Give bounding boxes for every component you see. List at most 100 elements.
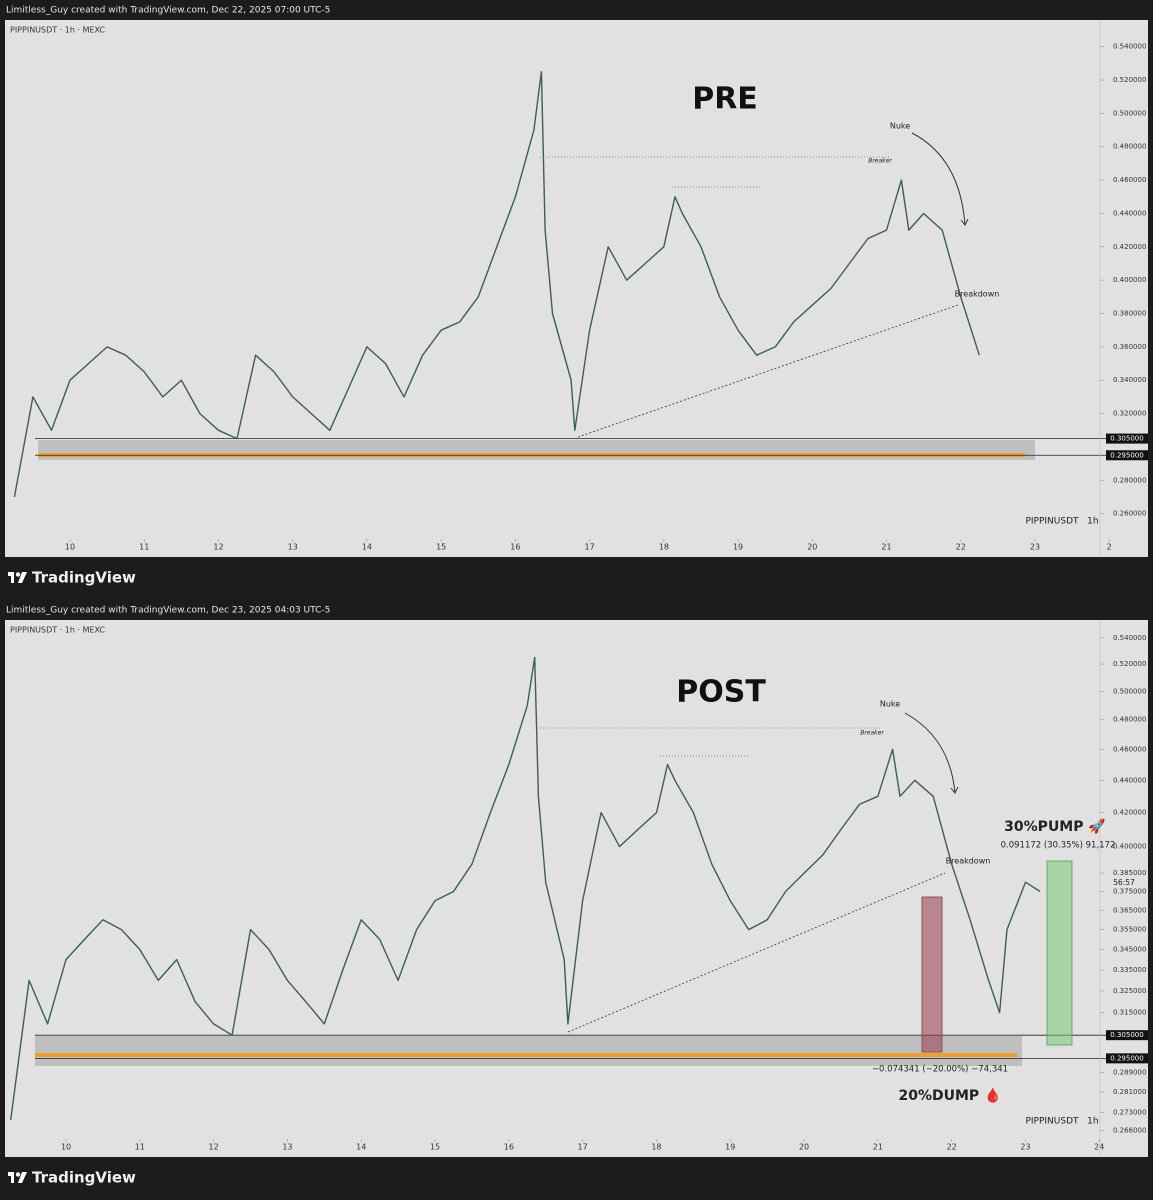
logo-shape: [18, 1172, 27, 1183]
x-tick-label: 19: [725, 1143, 735, 1152]
x-tick-label: 23: [1020, 1143, 1030, 1152]
y-tick-label: 0.380000: [1113, 310, 1146, 318]
y-tick-label: 0.400000: [1113, 276, 1146, 284]
annotation-dump: 20%DUMP 🩸: [899, 1087, 1002, 1104]
x-tick-label: 15: [430, 1143, 440, 1152]
y-tick-label: 0.266000: [1113, 1126, 1146, 1134]
annotation-nuke: Nuke: [890, 122, 910, 131]
y-tick-label: 0.375000: [1113, 887, 1146, 895]
y-tick-label: 0.420000: [1113, 809, 1146, 817]
trend-line: [577, 304, 959, 438]
x-tick-label: 15: [436, 543, 446, 552]
x-tick-label: 22: [947, 1143, 957, 1152]
demand-zone: [35, 1036, 1022, 1066]
y-tick-label: 0.385000: [1113, 869, 1146, 877]
annotation-pump-measure: 0.091172 (30.35%) 91,172: [1001, 841, 1116, 851]
y-tick-label: 0.440000: [1113, 776, 1146, 784]
level-label: 0.305000: [1110, 435, 1143, 443]
annotation-breaker: Breaker: [868, 158, 892, 165]
arrow-head: [960, 218, 969, 226]
x-tick-label: 18: [659, 543, 669, 552]
symbol-label: PIPPINUSDT · 1h · MEXC: [10, 626, 105, 635]
logo-mark: [8, 572, 27, 583]
x-tick-label: 22: [956, 543, 966, 552]
y-tick-label: 0.540000: [1113, 634, 1146, 642]
chart-title: POST: [676, 675, 766, 710]
x-tick-label: 14: [362, 543, 372, 552]
annotation-pump: 30%PUMP 🚀: [1004, 818, 1106, 835]
x-tick-label: 16: [510, 543, 520, 552]
x-tick-label: 14: [356, 1143, 366, 1152]
level-label-box: [1106, 433, 1148, 444]
symbol-label: PIPPINUSDT · 1h · MEXC: [10, 26, 105, 35]
x-tick-label: 12: [213, 543, 223, 552]
y-tick-label: 0.440000: [1113, 209, 1146, 217]
y-tick-label: 0.540000: [1113, 43, 1146, 51]
y-tick-label: 0.480000: [1113, 143, 1146, 151]
x-tick-label: 13: [282, 1143, 292, 1152]
y-tick-label: 0.335000: [1113, 966, 1146, 974]
x-tick-label: 13: [288, 543, 298, 552]
x-tick-label: 20: [807, 543, 817, 552]
y-tick-label: 0.360000: [1113, 343, 1146, 351]
y-tick-label: 0.320000: [1113, 410, 1146, 418]
level-label: 0.305000: [1110, 1031, 1143, 1039]
level-label: 0.295000: [1110, 451, 1143, 459]
x-tick-label: 10: [65, 543, 75, 552]
measure-box: [921, 896, 943, 1053]
annotation-breakdown: Breakdown: [946, 857, 991, 866]
y-tick-label: 0.281000: [1113, 1088, 1146, 1096]
x-tick-label: 21: [881, 543, 891, 552]
y-tick-label: 0.280000: [1113, 476, 1146, 484]
y-tick-label: 0.520000: [1113, 660, 1146, 668]
annotation-breakdown: Breakdown: [955, 290, 1000, 299]
header-text: Limitless_Guy created with TradingView.c…: [6, 6, 330, 16]
x-tick-label: 11: [135, 1143, 145, 1152]
y-tick-label: 0.315000: [1113, 1009, 1146, 1017]
level-label-box: [1106, 450, 1148, 461]
logo-shape: [15, 572, 21, 577]
arrow-head: [950, 786, 959, 794]
y-tick-label: 0.460000: [1113, 176, 1146, 184]
x-tick-label: 19: [733, 543, 743, 552]
x-tick-label: 21: [873, 1143, 883, 1152]
y-tick-label: 0.520000: [1113, 76, 1146, 84]
y-tick-label: 0.500000: [1113, 687, 1146, 695]
logo-mark: [8, 1172, 27, 1183]
trend-line: [567, 872, 946, 1033]
y-tick-label: 0.400000: [1113, 843, 1146, 851]
y-tick-label: 0.345000: [1113, 945, 1146, 953]
x-tick-label: 17: [585, 543, 595, 552]
x-tick-label: 16: [504, 1143, 514, 1152]
x-tick-label: 20: [799, 1143, 809, 1152]
y-tick-label: 0.340000: [1113, 376, 1146, 384]
x-tick-label: 18: [651, 1143, 661, 1152]
annotation-countdown: 56:57: [1113, 878, 1135, 887]
price-line: [10, 656, 1041, 1121]
x-tick-label: 10: [61, 1143, 71, 1152]
y-tick-label: 0.273000: [1113, 1108, 1146, 1116]
y-tick-label: 0.500000: [1113, 109, 1146, 117]
chart-panel: [5, 20, 1148, 557]
chart-panel: [5, 620, 1148, 1157]
watermark: PIPPINUSDT 1h: [1025, 517, 1098, 527]
y-tick-label: 0.365000: [1113, 906, 1146, 914]
annotation-dump-measure: −0.074341 (−20.00%) −74,341: [872, 1065, 1008, 1075]
logo-shape: [11, 1172, 14, 1183]
measure-box: [1046, 860, 1073, 1046]
y-tick-label: 0.260000: [1113, 510, 1146, 518]
y-tick-label: 0.420000: [1113, 243, 1146, 251]
x-tick-label: 11: [139, 543, 149, 552]
y-tick-label: 0.355000: [1113, 926, 1146, 934]
x-tick-label: 17: [578, 1143, 588, 1152]
logo-text: TradingView: [32, 1169, 136, 1187]
logo-shape: [15, 1172, 21, 1177]
y-tick-label: 0.325000: [1113, 987, 1146, 995]
x-tick-label: 24: [1094, 1143, 1104, 1152]
y-tick-label: 0.480000: [1113, 716, 1146, 724]
y-tick-label: 0.460000: [1113, 745, 1146, 753]
header-text: Limitless_Guy created with TradingView.c…: [6, 606, 330, 616]
level-label-box: [1106, 1030, 1148, 1041]
annotation-nuke: Nuke: [880, 700, 900, 709]
